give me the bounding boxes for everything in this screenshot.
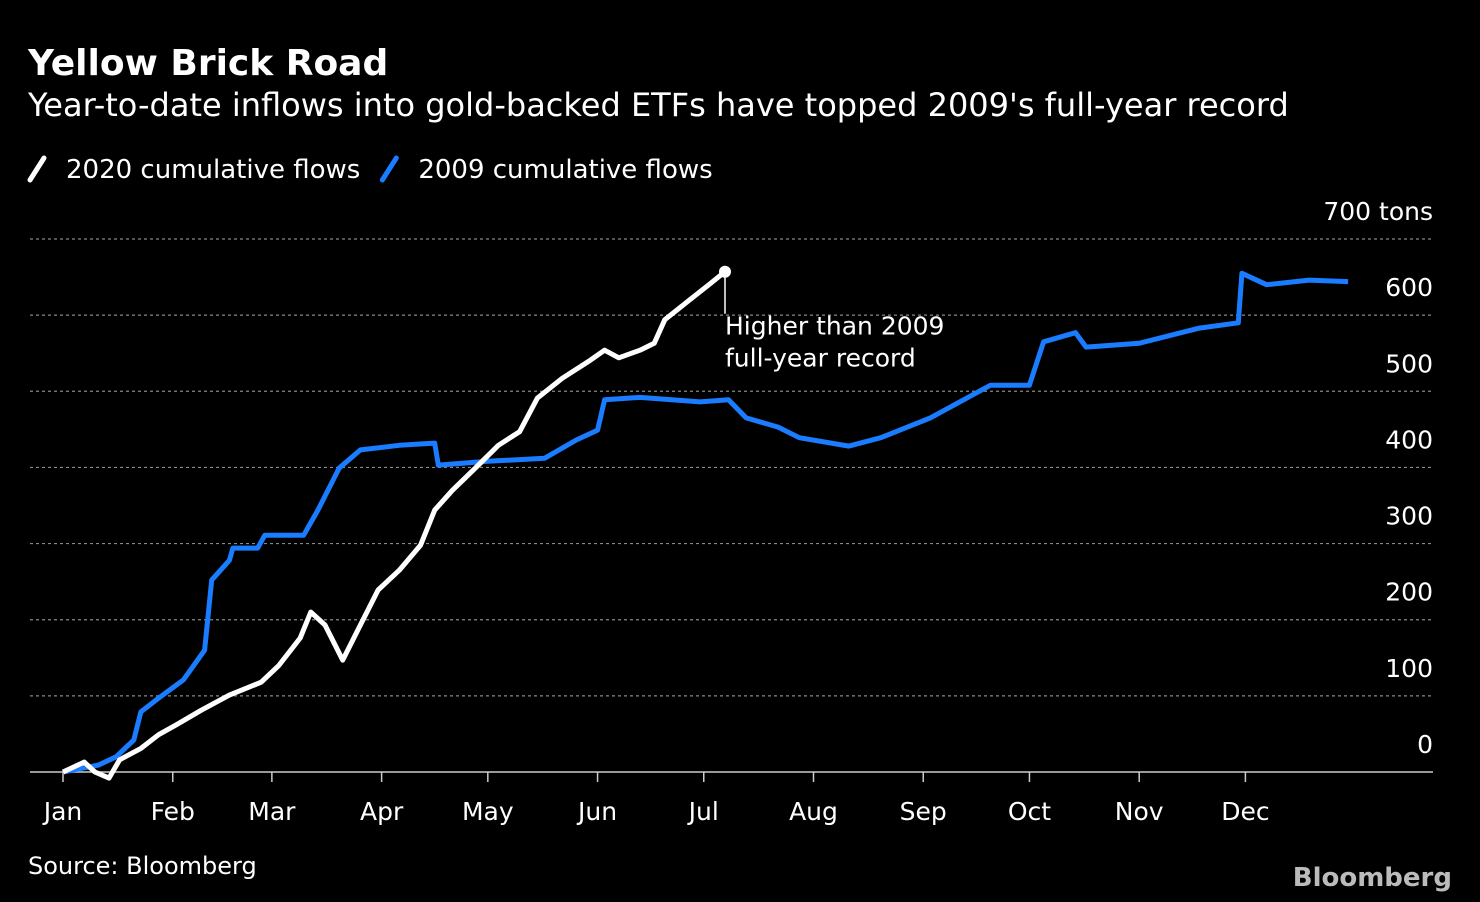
annotation: full-year record: [725, 344, 916, 373]
y-tick-label: 700 tons: [1323, 197, 1433, 226]
x-tick-label: Dec: [1221, 797, 1269, 826]
x-tick-label: Jan: [42, 797, 83, 826]
x-tick-label: Sep: [900, 797, 947, 826]
x-tick-label: Oct: [1008, 797, 1051, 826]
end-marker: [719, 265, 732, 278]
y-tick-label: 200: [1385, 578, 1433, 607]
series-line: [61, 269, 727, 781]
chart-title: Yellow Brick Road: [27, 43, 388, 84]
source: Source: Bloomberg: [28, 852, 257, 880]
y-tick-label: 500: [1385, 349, 1433, 378]
series-line: [62, 270, 1349, 775]
legend-swatch: [27, 155, 47, 183]
annotation: Higher than 2009: [725, 312, 944, 341]
y-tick-label: 600: [1385, 273, 1433, 302]
chart-subtitle: Year-to-date inflows into gold-backed ET…: [27, 86, 1289, 124]
x-tick-label: May: [462, 797, 514, 826]
legend-swatch: [379, 155, 399, 183]
legend-label: 2020 cumulative flows: [66, 155, 360, 185]
x-tick-label: Jul: [687, 797, 719, 826]
x-tick-label: Nov: [1115, 797, 1164, 826]
y-tick-label: 100: [1385, 654, 1433, 683]
y-tick-label: 300: [1385, 502, 1433, 531]
y-tick-label: 0: [1417, 730, 1433, 759]
legend-label: 2009 cumulative flows: [418, 155, 712, 185]
x-tick-label: Mar: [248, 797, 296, 826]
y-tick-label: 400: [1385, 425, 1433, 454]
brand: Bloomberg: [1293, 863, 1452, 893]
x-tick-label: Feb: [151, 797, 195, 826]
x-tick-label: Jun: [576, 797, 617, 826]
x-tick-label: Aug: [789, 797, 838, 826]
x-tick-label: Apr: [360, 797, 404, 826]
